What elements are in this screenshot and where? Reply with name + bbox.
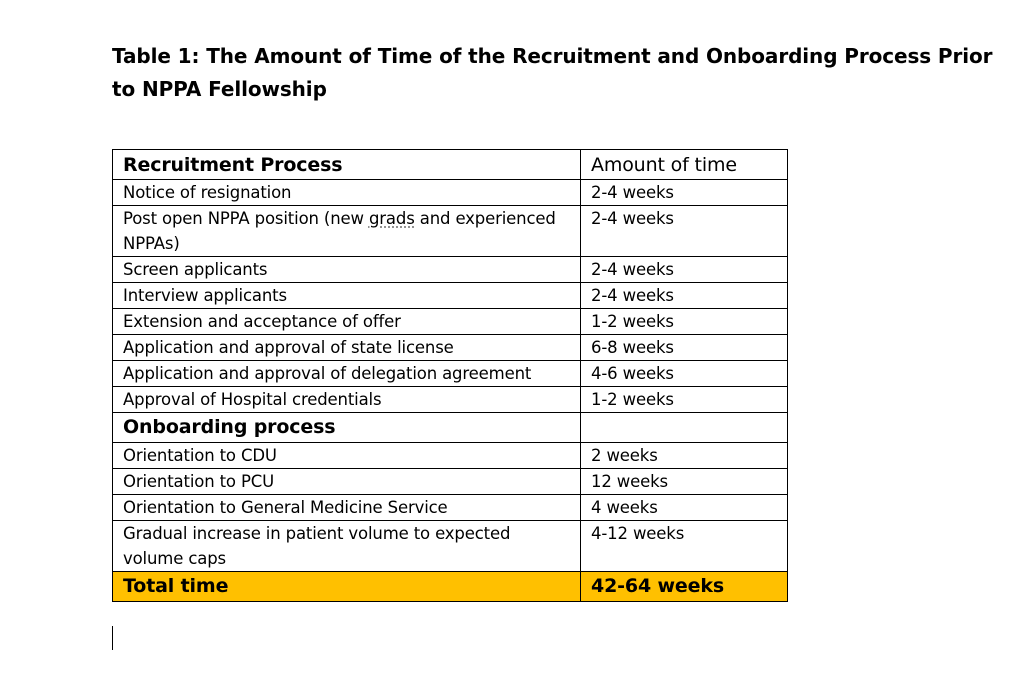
task-cell: Orientation to CDU (112, 442, 581, 469)
table-row: Approval of Hospital credentials 1-2 wee… (112, 386, 788, 413)
table-row: Screen applicants 2-4 weeks (112, 256, 788, 283)
task-text: and experienced NPPAs) (123, 209, 556, 253)
table-row: Extension and acceptance of offer 1-2 we… (112, 308, 788, 335)
section-heading: Onboarding process (112, 412, 581, 443)
table-row: Application and approval of delegation a… (112, 360, 788, 387)
task-text: Post open NPPA position (new (123, 209, 369, 228)
time-cell: 2-4 weeks (580, 282, 788, 309)
total-label: Total time (112, 571, 581, 602)
table-row: Orientation to CDU 2 weeks (112, 442, 788, 469)
table-caption: Table 1: The Amount of Time of the Recru… (112, 44, 993, 101)
text-cursor (112, 626, 113, 650)
task-cell: Application and approval of state licens… (112, 334, 581, 361)
table-row: Notice of resignation 2-4 weeks (112, 179, 788, 206)
section-row-onboarding: Onboarding process (112, 412, 788, 443)
table-row: Gradual increase in patient volume to ex… (112, 520, 788, 572)
time-cell: 2-4 weeks (580, 179, 788, 206)
time-cell: 4-12 weeks (580, 520, 788, 572)
recruitment-onboarding-table: Recruitment Process Amount of time Notic… (112, 149, 788, 602)
time-cell: 12 weeks (580, 468, 788, 495)
section-empty-cell (580, 412, 788, 443)
table-row: Orientation to General Medicine Service … (112, 494, 788, 521)
time-cell: 2 weeks (580, 442, 788, 469)
time-cell: 2-4 weeks (580, 205, 788, 257)
task-cell: Approval of Hospital credentials (112, 386, 581, 413)
task-cell: Gradual increase in patient volume to ex… (112, 520, 581, 572)
time-cell: 1-2 weeks (580, 308, 788, 335)
task-cell: Application and approval of delegation a… (112, 360, 581, 387)
table-row: Application and approval of state licens… (112, 334, 788, 361)
total-value: 42-64 weeks (580, 571, 788, 602)
task-cell: Notice of resignation (112, 179, 581, 206)
task-cell: Post open NPPA position (new grads and e… (112, 205, 581, 257)
table-row: Orientation to PCU 12 weeks (112, 468, 788, 495)
time-cell: 4 weeks (580, 494, 788, 521)
spellcheck-flagged-word[interactable]: grads (368, 209, 415, 228)
task-cell: Interview applicants (112, 282, 581, 309)
task-cell: Orientation to PCU (112, 468, 581, 495)
header-amount-of-time: Amount of time (580, 149, 788, 180)
table-row: Post open NPPA position (new grads and e… (112, 205, 788, 257)
task-cell: Extension and acceptance of offer (112, 308, 581, 335)
task-cell: Screen applicants (112, 256, 581, 283)
task-cell: Orientation to General Medicine Service (112, 494, 581, 521)
time-cell: 4-6 weeks (580, 360, 788, 387)
time-cell: 1-2 weeks (580, 386, 788, 413)
time-cell: 6-8 weeks (580, 334, 788, 361)
header-recruitment-process: Recruitment Process (112, 149, 581, 180)
time-cell: 2-4 weeks (580, 256, 788, 283)
table-header-row: Recruitment Process Amount of time (112, 149, 788, 180)
total-row: Total time 42-64 weeks (112, 571, 788, 602)
table-row: Interview applicants 2-4 weeks (112, 282, 788, 309)
